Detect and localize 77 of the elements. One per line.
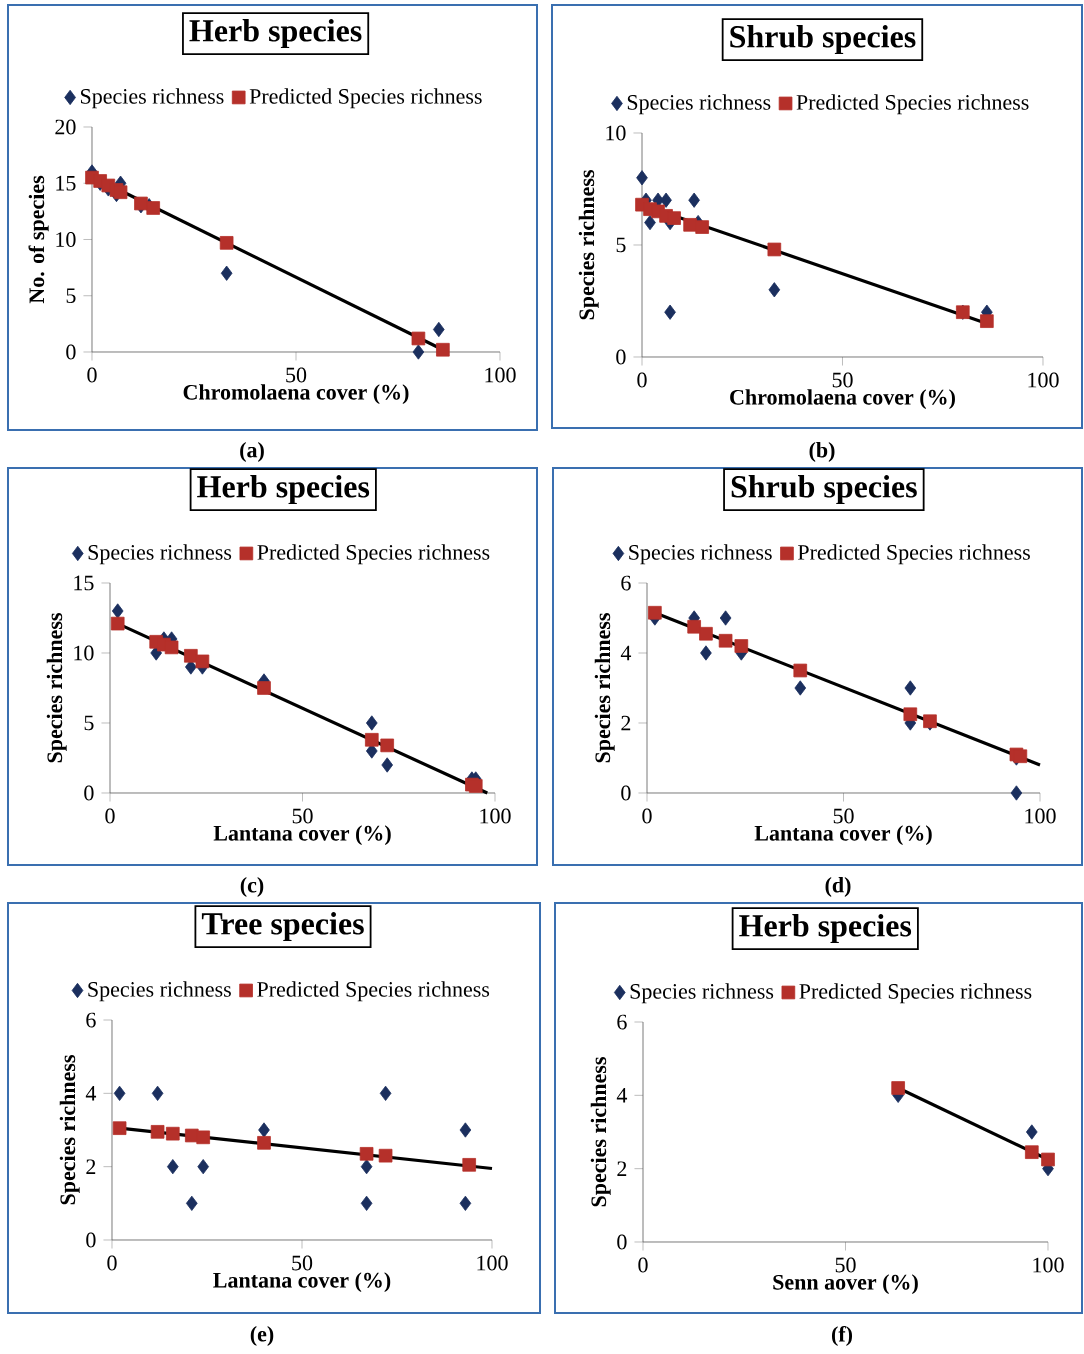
y-tick-label: 0 [66,344,76,360]
text: (d) [825,877,851,897]
y-tick-label: 0 [616,349,626,365]
text: (b) [809,442,835,462]
x-axis-title: Chromolaena cover (%) [183,384,409,405]
y-tick-label: 6 [86,1012,96,1028]
y-tick-label: 0 [617,1234,627,1250]
legend-label: Predicted Species richness [257,544,490,565]
chart-title: Tree species [201,912,364,942]
x-axis-title: Senn aover (%) [773,1274,918,1295]
x-tick-label: 100 [477,1255,508,1271]
y-tick-label: 10 [606,125,626,141]
y-axis-title: Species richness [578,170,599,320]
text: (c) [240,877,264,897]
x-tick-label: 50 [292,1255,313,1271]
legend-label: Species richness [627,94,771,115]
text: (f) [831,1325,853,1347]
y-axis-title: Species richness [590,1057,611,1207]
x-tick-label: 50 [835,1257,856,1273]
y-tick-label: 15 [56,175,76,191]
y-tick-label: 6 [621,575,631,591]
x-tick-label: 100 [1033,1257,1064,1273]
x-tick-label: 100 [1028,372,1059,388]
legend-label: Predicted Species richness [797,544,1030,565]
x-tick-label: 100 [485,367,516,383]
legend-label: Predicted Species richness [257,981,490,1002]
y-tick-label: 4 [620,645,632,661]
x-axis-title: Lantana cover (%) [213,1272,391,1293]
y-tick-label: 20 [55,119,76,135]
x-tick-label: 50 [292,808,313,824]
x-tick-label: 50 [832,372,853,388]
legend-label: Species richness [630,983,774,1004]
chart-title: Herb species [189,19,362,49]
chart-title: Herb species [739,914,912,944]
x-tick-label: 50 [286,367,307,383]
y-tick-label: 5 [616,237,626,253]
x-tick-label: 0 [105,808,115,824]
x-tick-label: 100 [480,808,511,824]
x-tick-label: 50 [833,808,854,824]
legend-label: Species richness [88,981,231,1002]
y-tick-label: 2 [621,715,631,731]
legend-label: Predicted Species richness [799,983,1032,1004]
y-tick-label: 2 [617,1161,627,1176]
y-tick-label: 4 [616,1088,628,1103]
text: (a) [240,442,264,462]
y-tick-label: 10 [74,645,94,661]
legend-label: Predicted Species richness [796,94,1029,115]
x-tick-label: 0 [107,1255,117,1271]
x-axis-title: Lantana cover (%) [754,825,932,846]
text: (e) [250,1326,274,1346]
x-tick-label: 0 [642,808,652,824]
y-tick-label: 0 [621,785,631,801]
legend-label: Species richness [80,88,224,109]
legend-label: Species richness [88,544,232,565]
x-tick-label: 100 [1025,808,1056,824]
chart-title: Shrub species [730,25,916,55]
x-tick-label: 0 [638,1257,648,1273]
y-tick-label: 0 [84,785,94,801]
y-tick-label: 5 [84,715,94,731]
y-tick-label: 2 [86,1159,96,1174]
y-tick-label: 6 [617,1014,627,1030]
y-tick-label: 15 [74,575,94,591]
chart-title: Herb species [197,475,370,505]
y-axis-title: Species richness [594,613,615,763]
y-tick-label: 4 [85,1086,97,1101]
y-tick-label: 0 [86,1232,96,1248]
x-tick-label: 0 [637,372,647,388]
y-axis-title: No. of species [28,175,49,304]
legend-label: Predicted Species richness [249,88,482,109]
x-axis-title: Chromolaena cover (%) [730,389,955,410]
chart-title: Shrub species [731,475,917,505]
y-axis-title: Species richness [59,1055,80,1205]
x-axis-title: Lantana cover (%) [213,825,391,846]
legend-label: Species richness [629,544,772,565]
y-tick-label: 5 [66,288,76,304]
y-tick-label: 10 [56,232,76,247]
y-axis-title: Species richness [46,613,67,763]
